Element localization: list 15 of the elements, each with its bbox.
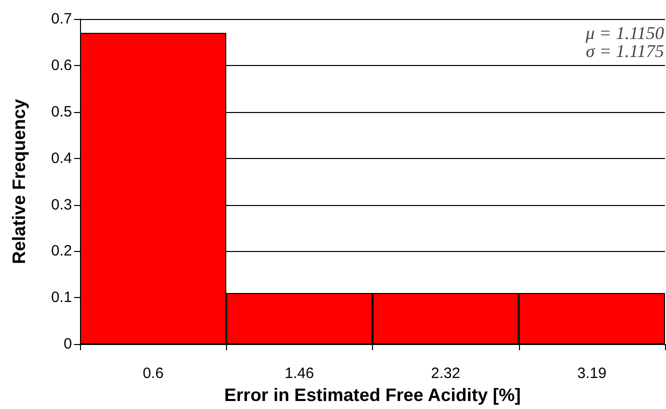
- x-tick-label: 2.32: [431, 365, 460, 382]
- x-axis-title: Error in Estimated Free Acidity [%]: [224, 385, 521, 405]
- y-axis-title: Relative Frequency: [9, 99, 29, 264]
- y-tick-label: 0.4: [51, 150, 72, 167]
- y-tick-label: 0.3: [51, 196, 72, 214]
- y-tick-label: 0.5: [51, 103, 72, 120]
- x-tick-label: 0.6: [142, 365, 164, 382]
- x-tick-label: 1.46: [284, 365, 314, 382]
- x-tick-label: 3.19: [577, 365, 606, 382]
- y-tick-label: 0: [64, 336, 72, 353]
- annotation: μ = 1.1150: [584, 23, 664, 43]
- y-tick-label: 0.7: [51, 10, 72, 28]
- y-tick-label: 0.1: [51, 289, 72, 306]
- y-tick-label: 0.2: [51, 242, 72, 260]
- y-tick-label: 0.6: [51, 56, 72, 74]
